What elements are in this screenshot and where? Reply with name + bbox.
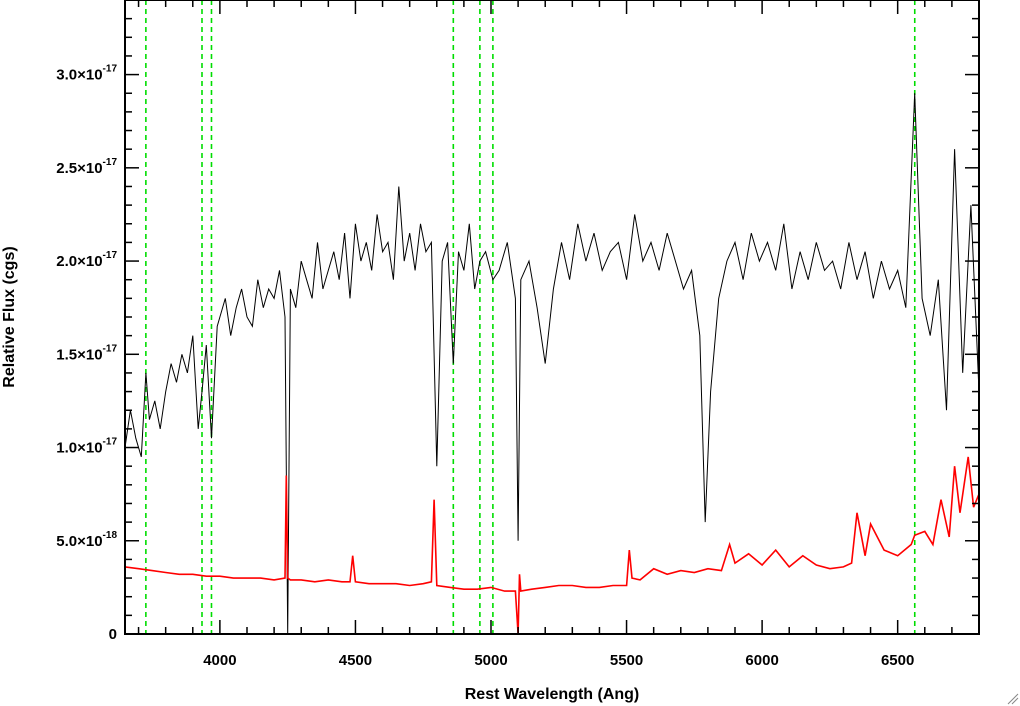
x-axis-ticks: 4000 4500 5000 5500 6000 6500	[137, 0, 980, 669]
emission-line-markers	[145, 0, 916, 634]
x-tick-label: 4000	[203, 652, 236, 669]
x-tick-label: 6500	[881, 652, 914, 669]
y-tick-label: 3.0×10-17	[56, 64, 117, 84]
spectrum-line	[124, 93, 980, 635]
x-tick-label: 5500	[610, 652, 643, 669]
resize-grip-icon[interactable]	[1007, 693, 1019, 705]
x-axis-title: Rest Wavelength (Ang)	[465, 686, 640, 703]
y-tick-label: 2.5×10-17	[56, 157, 117, 177]
y-axis-title: Relative Flux (cgs)	[1, 246, 18, 387]
error-spectrum-line	[124, 456, 980, 635]
y-tick-label: 5.0×10-18	[56, 530, 117, 550]
x-tick-label: 5000	[474, 652, 507, 669]
y-tick-label: 1.5×10-17	[56, 343, 117, 363]
y-tick-label: 0	[109, 626, 117, 643]
y-axis-ticks: 0 5.0×10-18 1.0×10-17 1.5×10-17 2.0×10-17 2.5…	[56, 0, 979, 643]
x-tick-label: 4500	[339, 652, 372, 669]
y-tick-label: 2.0×10-17	[56, 250, 117, 270]
y-tick-label: 1.0×10-17	[56, 437, 117, 457]
spectrum-series	[124, 93, 980, 635]
x-tick-label: 6000	[745, 652, 778, 669]
